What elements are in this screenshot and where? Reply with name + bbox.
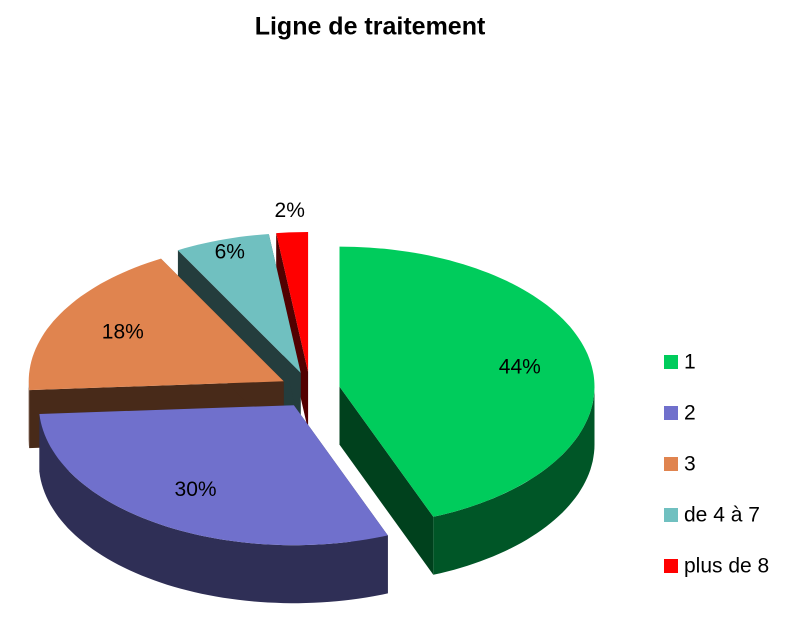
slice-rim	[433, 386, 595, 575]
legend-label: plus de 8	[684, 555, 769, 578]
chart-title: Ligne de traitement	[255, 13, 486, 41]
data-label: 44%	[499, 355, 541, 378]
data-label: 2%	[275, 199, 305, 222]
data-label: 6%	[215, 241, 245, 264]
legend-swatch	[664, 457, 678, 471]
data-label: 30%	[175, 478, 217, 501]
legend-label: 2	[684, 402, 696, 425]
legend-label: de 4 à 7	[684, 504, 760, 527]
pie-slice	[177, 234, 301, 373]
data-label: 18%	[102, 320, 144, 343]
legend-swatch	[664, 406, 678, 420]
pie-slice	[276, 232, 309, 372]
legend-label: 3	[684, 453, 696, 476]
legend-swatch	[664, 559, 678, 573]
legend-label: 1	[684, 351, 696, 374]
legend-swatch	[664, 508, 678, 522]
slice-rim	[39, 414, 388, 604]
pie-slice	[339, 246, 595, 517]
legend-swatch	[664, 355, 678, 369]
pie-slice	[28, 258, 284, 391]
slice-rim	[28, 381, 30, 449]
pie-slice	[39, 405, 388, 546]
slice-wall	[339, 386, 434, 575]
